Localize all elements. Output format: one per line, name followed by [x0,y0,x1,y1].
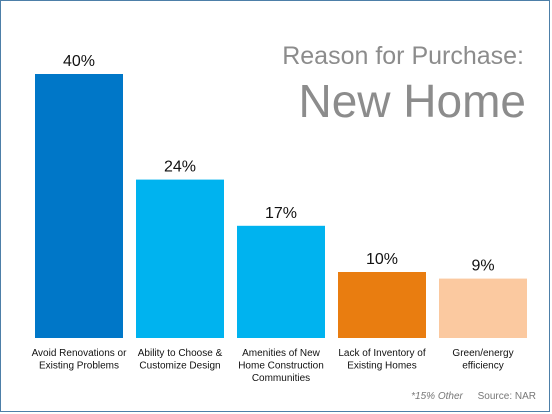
footnote: *15% Other Source: NAR [411,391,536,402]
footnote-source: Source: NAR [477,391,536,402]
category-label-3: Amenities of New Home Construction Communi… [238,348,324,384]
category-label-5: Green/energy efficiency [452,348,513,372]
category-label-1: Avoid Renovations or Existing Problems [32,348,128,372]
category-label-2: Ability to Choose & Customize Design [138,348,223,372]
chart-title: Reason for Purchase: [282,42,524,70]
bar-4 [338,272,426,338]
bar-3 [237,225,325,338]
category-label-4: Lack of Inventory of Existing Homes [338,348,425,372]
bar-value-label-4: 10% [366,251,398,268]
bar-value-label-5: 9% [471,258,494,275]
bar-2 [136,179,224,338]
bar-5 [439,278,527,338]
bar-1 [35,74,123,338]
footnote-other: *15% Other [411,391,463,402]
bar-value-label-1: 40% [63,53,95,70]
chart-subtitle: New Home [298,75,526,127]
bar-value-label-3: 17% [265,205,297,222]
bar-value-label-2: 24% [164,159,196,176]
